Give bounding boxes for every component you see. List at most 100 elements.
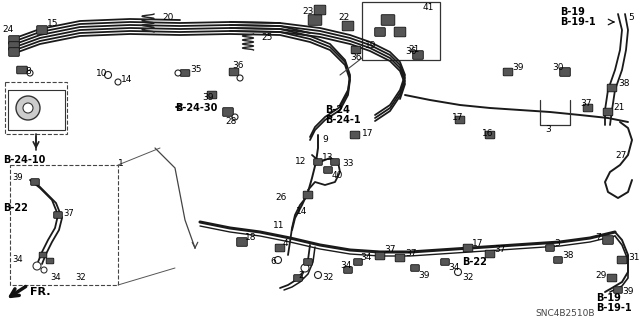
Text: B-24-1: B-24-1 bbox=[325, 115, 360, 125]
Text: 7: 7 bbox=[595, 234, 601, 242]
Circle shape bbox=[33, 262, 41, 270]
Circle shape bbox=[27, 70, 33, 76]
Text: 37: 37 bbox=[580, 100, 591, 108]
FancyBboxPatch shape bbox=[304, 259, 312, 265]
Text: 32: 32 bbox=[75, 273, 86, 283]
Text: 2: 2 bbox=[298, 271, 303, 279]
Text: 39: 39 bbox=[622, 287, 634, 296]
Text: 14: 14 bbox=[296, 207, 307, 217]
Circle shape bbox=[104, 71, 111, 78]
Text: 6: 6 bbox=[270, 257, 276, 266]
FancyBboxPatch shape bbox=[396, 254, 405, 262]
Text: 38: 38 bbox=[618, 79, 630, 88]
Circle shape bbox=[314, 271, 321, 278]
Text: 36: 36 bbox=[350, 54, 362, 63]
FancyBboxPatch shape bbox=[39, 252, 47, 258]
Text: 39: 39 bbox=[512, 63, 524, 71]
Circle shape bbox=[23, 103, 33, 113]
Text: FR.: FR. bbox=[30, 287, 51, 297]
FancyBboxPatch shape bbox=[394, 27, 406, 37]
Text: 41: 41 bbox=[423, 3, 435, 11]
FancyBboxPatch shape bbox=[180, 70, 190, 76]
Text: 5: 5 bbox=[628, 13, 634, 23]
Text: 27: 27 bbox=[615, 151, 627, 160]
FancyBboxPatch shape bbox=[560, 68, 570, 76]
Text: 39: 39 bbox=[202, 93, 214, 101]
Text: 21: 21 bbox=[613, 103, 625, 113]
FancyBboxPatch shape bbox=[223, 108, 234, 116]
FancyBboxPatch shape bbox=[46, 258, 54, 264]
Text: 20: 20 bbox=[162, 13, 173, 23]
Text: 11: 11 bbox=[273, 220, 285, 229]
FancyBboxPatch shape bbox=[237, 238, 247, 246]
FancyBboxPatch shape bbox=[314, 5, 326, 15]
FancyBboxPatch shape bbox=[546, 245, 554, 251]
FancyBboxPatch shape bbox=[503, 68, 513, 76]
FancyBboxPatch shape bbox=[583, 104, 593, 112]
Circle shape bbox=[237, 75, 243, 81]
FancyBboxPatch shape bbox=[294, 275, 302, 281]
FancyBboxPatch shape bbox=[413, 51, 423, 59]
Text: 33: 33 bbox=[342, 159, 353, 167]
Text: B-24-30: B-24-30 bbox=[175, 103, 218, 113]
Text: 37: 37 bbox=[384, 246, 396, 255]
FancyBboxPatch shape bbox=[344, 267, 352, 273]
Text: 38: 38 bbox=[562, 251, 573, 261]
FancyBboxPatch shape bbox=[411, 265, 419, 271]
FancyBboxPatch shape bbox=[275, 244, 285, 252]
Text: 10: 10 bbox=[96, 70, 108, 78]
Text: 28: 28 bbox=[225, 117, 236, 127]
Text: 17: 17 bbox=[472, 239, 483, 248]
FancyBboxPatch shape bbox=[374, 28, 385, 36]
Text: 37: 37 bbox=[494, 244, 506, 254]
Circle shape bbox=[115, 79, 121, 85]
FancyBboxPatch shape bbox=[607, 274, 617, 282]
FancyBboxPatch shape bbox=[441, 259, 449, 265]
FancyBboxPatch shape bbox=[614, 287, 622, 293]
Text: 30: 30 bbox=[552, 63, 563, 72]
FancyBboxPatch shape bbox=[9, 36, 19, 44]
FancyBboxPatch shape bbox=[342, 21, 354, 31]
Text: 15: 15 bbox=[47, 19, 58, 28]
FancyBboxPatch shape bbox=[617, 256, 627, 264]
Text: 32: 32 bbox=[462, 273, 474, 283]
Text: 25: 25 bbox=[261, 33, 273, 41]
Text: 3: 3 bbox=[545, 125, 551, 135]
Text: 40: 40 bbox=[332, 172, 344, 181]
Text: 34: 34 bbox=[448, 263, 460, 272]
FancyBboxPatch shape bbox=[207, 91, 217, 99]
Bar bbox=[362, 2, 440, 60]
Text: 39: 39 bbox=[418, 271, 429, 279]
Text: B-19-1: B-19-1 bbox=[596, 303, 632, 313]
Text: 16: 16 bbox=[482, 129, 493, 137]
Bar bbox=[10, 165, 118, 285]
Text: 34: 34 bbox=[50, 272, 61, 281]
FancyBboxPatch shape bbox=[463, 244, 473, 252]
Bar bbox=[5, 82, 67, 134]
Text: 8: 8 bbox=[25, 68, 31, 77]
FancyBboxPatch shape bbox=[54, 212, 62, 218]
Circle shape bbox=[301, 264, 309, 272]
Circle shape bbox=[41, 267, 47, 273]
Text: 9: 9 bbox=[322, 136, 328, 145]
FancyBboxPatch shape bbox=[308, 15, 322, 25]
FancyBboxPatch shape bbox=[314, 159, 323, 165]
Text: 19: 19 bbox=[365, 41, 376, 49]
Text: 18: 18 bbox=[245, 233, 257, 241]
Circle shape bbox=[275, 256, 282, 263]
Text: 3: 3 bbox=[554, 240, 560, 249]
Circle shape bbox=[232, 114, 238, 120]
Text: 37: 37 bbox=[405, 249, 417, 257]
FancyBboxPatch shape bbox=[554, 257, 563, 263]
Text: B-19: B-19 bbox=[560, 7, 585, 17]
FancyBboxPatch shape bbox=[17, 66, 28, 74]
FancyBboxPatch shape bbox=[351, 46, 361, 54]
Text: 35: 35 bbox=[190, 65, 202, 75]
Text: 34: 34 bbox=[12, 256, 22, 264]
FancyBboxPatch shape bbox=[9, 42, 19, 50]
Text: 29: 29 bbox=[595, 271, 606, 279]
FancyBboxPatch shape bbox=[375, 252, 385, 260]
FancyBboxPatch shape bbox=[381, 15, 395, 25]
FancyBboxPatch shape bbox=[607, 84, 617, 92]
Text: B-22: B-22 bbox=[3, 203, 28, 213]
